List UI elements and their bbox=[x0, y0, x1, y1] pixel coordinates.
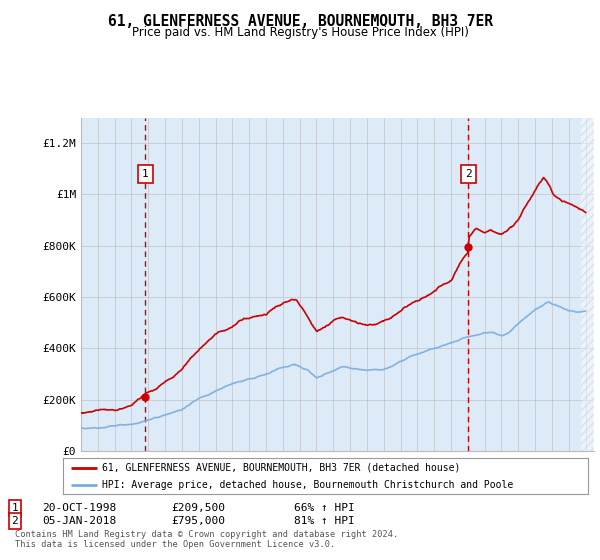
Text: 81% ↑ HPI: 81% ↑ HPI bbox=[294, 516, 355, 526]
Text: HPI: Average price, detached house, Bournemouth Christchurch and Poole: HPI: Average price, detached house, Bour… bbox=[103, 480, 514, 490]
Text: Price paid vs. HM Land Registry's House Price Index (HPI): Price paid vs. HM Land Registry's House … bbox=[131, 26, 469, 39]
Text: 05-JAN-2018: 05-JAN-2018 bbox=[42, 516, 116, 526]
Text: Contains HM Land Registry data © Crown copyright and database right 2024.: Contains HM Land Registry data © Crown c… bbox=[15, 530, 398, 539]
Text: 61, GLENFERNESS AVENUE, BOURNEMOUTH, BH3 7ER: 61, GLENFERNESS AVENUE, BOURNEMOUTH, BH3… bbox=[107, 14, 493, 29]
Text: 1: 1 bbox=[142, 169, 149, 179]
Text: 2: 2 bbox=[11, 516, 19, 526]
Text: 61, GLENFERNESS AVENUE, BOURNEMOUTH, BH3 7ER (detached house): 61, GLENFERNESS AVENUE, BOURNEMOUTH, BH3… bbox=[103, 463, 461, 473]
Text: 20-OCT-1998: 20-OCT-1998 bbox=[42, 503, 116, 513]
Text: £795,000: £795,000 bbox=[171, 516, 225, 526]
Text: 66% ↑ HPI: 66% ↑ HPI bbox=[294, 503, 355, 513]
Text: 2: 2 bbox=[465, 169, 472, 179]
Text: £209,500: £209,500 bbox=[171, 503, 225, 513]
Text: This data is licensed under the Open Government Licence v3.0.: This data is licensed under the Open Gov… bbox=[15, 540, 335, 549]
Text: 1: 1 bbox=[11, 503, 19, 513]
